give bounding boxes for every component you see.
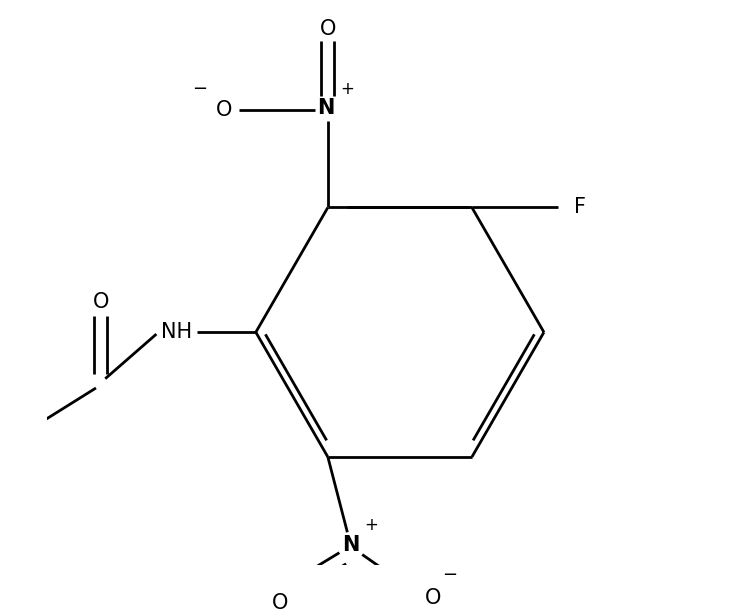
Text: O: O [425,588,441,608]
Text: −: − [192,80,207,98]
Text: F: F [574,198,586,217]
Text: −: − [442,566,457,584]
Text: O: O [216,100,232,120]
Text: N: N [317,98,335,118]
Text: +: + [365,516,379,534]
Text: N: N [342,535,360,555]
Text: O: O [92,292,109,311]
Text: +: + [341,80,354,98]
Text: NH: NH [161,322,193,342]
Text: O: O [272,593,289,613]
Text: O: O [320,19,336,39]
